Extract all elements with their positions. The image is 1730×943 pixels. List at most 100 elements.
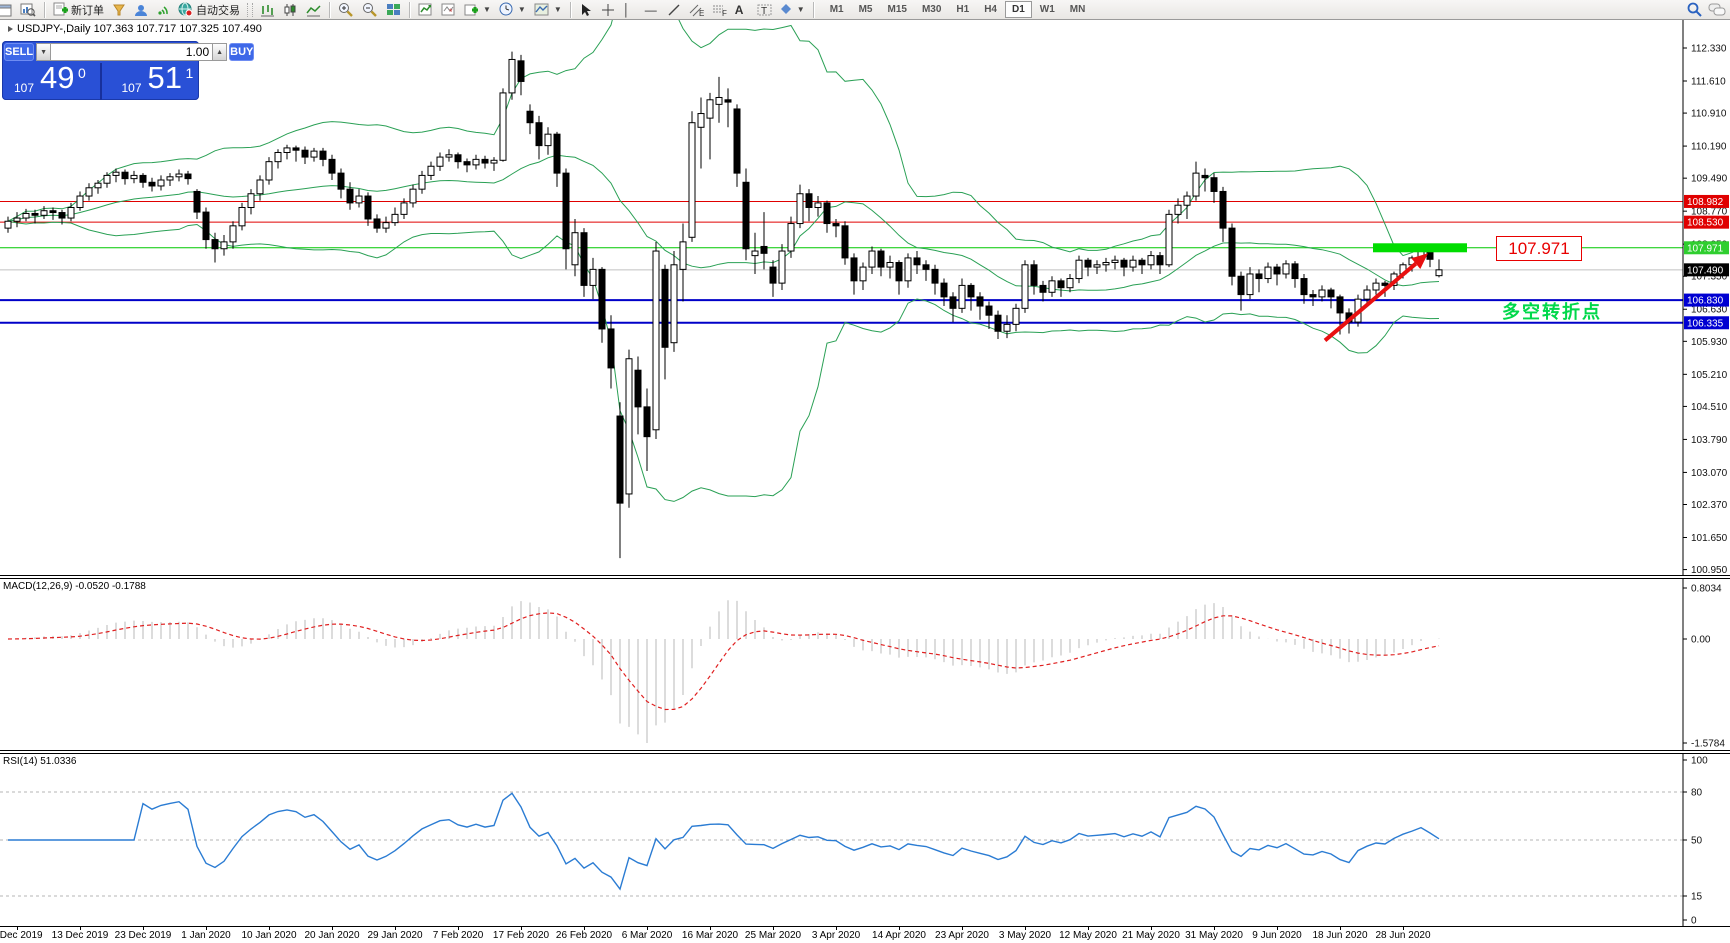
new-order-button[interactable]: 新订单 <box>50 1 107 19</box>
text-tool-icon[interactable]: A <box>732 1 752 19</box>
chevron-down-icon: ▼ <box>483 5 491 14</box>
trendline-tool-icon[interactable] <box>664 1 684 19</box>
svg-text:107.350: 107.350 <box>1691 272 1728 283</box>
rsi-label: RSI(14) 51.0336 <box>3 756 77 767</box>
panel-separator[interactable] <box>0 750 1730 754</box>
text-label-tool-icon[interactable]: T <box>754 1 775 19</box>
timeframe-button-M30[interactable]: M30 <box>915 1 948 18</box>
line-chart-type-icon[interactable] <box>303 1 324 19</box>
buy-price-area[interactable]: 107 51 1 <box>99 60 200 100</box>
crosshair-tool-icon[interactable] <box>598 1 618 19</box>
volume-increase-button[interactable]: ▲ <box>212 43 228 61</box>
search-icon[interactable] <box>1686 1 1702 22</box>
timeframe-group: M1 M5 M15 M30 H1 H4 D1 W1 MN <box>823 1 1093 18</box>
indicator-list-icon[interactable]: * <box>438 1 459 19</box>
volume-input[interactable] <box>51 43 213 61</box>
price-callout-107971[interactable]: 107.971 <box>1496 236 1582 261</box>
date-label: 7 Feb 2020 <box>432 930 484 941</box>
date-label: 21 May 2020 <box>1122 930 1180 941</box>
vertical-line-tool-icon[interactable]: │ <box>620 1 640 19</box>
toolbar-grip[interactable] <box>247 2 253 17</box>
svg-text:105.930: 105.930 <box>1691 337 1728 348</box>
community-person-icon[interactable] <box>131 1 151 19</box>
bar-chart-type-icon[interactable] <box>257 1 278 19</box>
macd-panel: 0.8034 0.00 -1.5784 <box>0 579 1730 750</box>
svg-text:80: 80 <box>1691 788 1703 799</box>
date-label: 6 Mar 2020 <box>621 930 673 941</box>
date-label: 17 Feb 2020 <box>492 930 550 941</box>
timeframe-button-M1[interactable]: M1 <box>823 1 851 18</box>
volume-decrease-button[interactable]: ▼ <box>36 43 52 61</box>
timeframe-button-M15[interactable]: M15 <box>881 1 914 18</box>
funnel-icon[interactable] <box>109 1 129 19</box>
date-label: 29 Jan 2020 <box>367 930 423 941</box>
date-tick <box>836 927 837 930</box>
zoom-out-icon[interactable] <box>359 1 381 19</box>
svg-text:101.650: 101.650 <box>1691 533 1728 544</box>
svg-text:100: 100 <box>1691 756 1708 767</box>
chart-profile-icon[interactable] <box>17 1 39 19</box>
add-indicator-dropdown[interactable]: ▼ <box>461 1 494 19</box>
date-label: 18 Jun 2020 <box>1312 930 1368 941</box>
chat-icon[interactable] <box>1708 2 1726 22</box>
buy-price-point: 1 <box>185 65 194 81</box>
svg-text:106.830: 106.830 <box>1687 296 1724 307</box>
templates-dropdown[interactable]: ▼ <box>531 1 565 19</box>
date-tick <box>962 927 963 930</box>
fibonacci-tool-icon[interactable]: F <box>709 1 730 19</box>
buy-price-pips: 51 <box>147 60 182 95</box>
autotrading-button[interactable]: 自动交易 <box>175 1 243 19</box>
macd-chart[interactable]: 0.8034 0.00 -1.5784 <box>0 579 1730 750</box>
sell-button[interactable]: SELL <box>4 43 35 61</box>
panel-separator[interactable] <box>0 575 1730 579</box>
zoom-in-icon[interactable] <box>335 1 357 19</box>
buy-price-handle: 107 <box>121 81 142 95</box>
date-label: 3 Dec 2019 <box>0 930 43 941</box>
rsi-chart[interactable]: 100 80 50 15 0 <box>0 754 1730 927</box>
new-chart-window-icon[interactable] <box>0 1 15 19</box>
tile-windows-icon[interactable] <box>383 1 404 19</box>
red-arrow <box>1411 253 1428 269</box>
date-tick <box>1403 927 1404 930</box>
cursor-tool-icon[interactable] <box>576 1 596 19</box>
timeframe-button-H1[interactable]: H1 <box>949 1 976 18</box>
indicators-icon[interactable] <box>415 1 436 19</box>
date-tick <box>1025 927 1026 930</box>
signal-icon[interactable] <box>153 1 173 19</box>
date-label: 23 Dec 2019 <box>114 930 172 941</box>
timeframe-button-H4[interactable]: H4 <box>977 1 1004 18</box>
green-highlight-bar <box>1373 243 1467 253</box>
new-order-doc-icon <box>53 2 68 16</box>
arrows-tool-dropdown[interactable]: ▼ <box>777 1 808 19</box>
svg-text:108.770: 108.770 <box>1691 207 1728 218</box>
svg-text:108.530: 108.530 <box>1687 218 1724 229</box>
volume-stepper: ▼ ▲ <box>36 43 228 61</box>
date-tick <box>1340 927 1341 930</box>
date-tick <box>17 927 18 930</box>
svg-text:0: 0 <box>1691 916 1697 927</box>
timeframe-button-MN[interactable]: MN <box>1063 1 1093 18</box>
svg-text:107.490: 107.490 <box>1687 265 1724 276</box>
date-tick <box>80 927 81 930</box>
main-chart-panel: 112.330 111.610 110.910 110.190 109.490 108.7… <box>0 0 1730 576</box>
toolbar-separator <box>812 1 814 18</box>
main-chart[interactable]: 112.330 111.610 110.910 110.190 109.490 108.7… <box>0 0 1730 576</box>
buy-button[interactable]: BUY <box>229 43 255 61</box>
date-tick <box>1214 927 1215 930</box>
timeframe-button-W1[interactable]: W1 <box>1033 1 1062 18</box>
svg-text:*: * <box>449 7 453 17</box>
sell-price-area[interactable]: 107 49 0 <box>2 60 100 100</box>
date-label: 25 Mar 2020 <box>744 930 802 941</box>
candlestick-chart-type-icon[interactable] <box>280 1 301 19</box>
date-tick <box>269 927 270 930</box>
channel-tool-icon[interactable]: E <box>686 1 707 19</box>
svg-text:110.910: 110.910 <box>1691 109 1727 120</box>
date-axis[interactable]: 3 Dec 2019 13 Dec 2019 23 Dec 2019 1 Jan 20… <box>0 927 1730 943</box>
timeframe-button-D1[interactable]: D1 <box>1005 1 1032 18</box>
timeframes-clock-dropdown[interactable]: ▼ <box>496 1 529 19</box>
timeframe-button-M5[interactable]: M5 <box>852 1 880 18</box>
svg-text:100.950: 100.950 <box>1691 565 1728 575</box>
horizontal-line-tool-icon[interactable]: — <box>642 1 662 19</box>
turning-point-annotation[interactable]: 多空转折点 <box>1502 302 1602 322</box>
date-tick <box>647 927 648 930</box>
